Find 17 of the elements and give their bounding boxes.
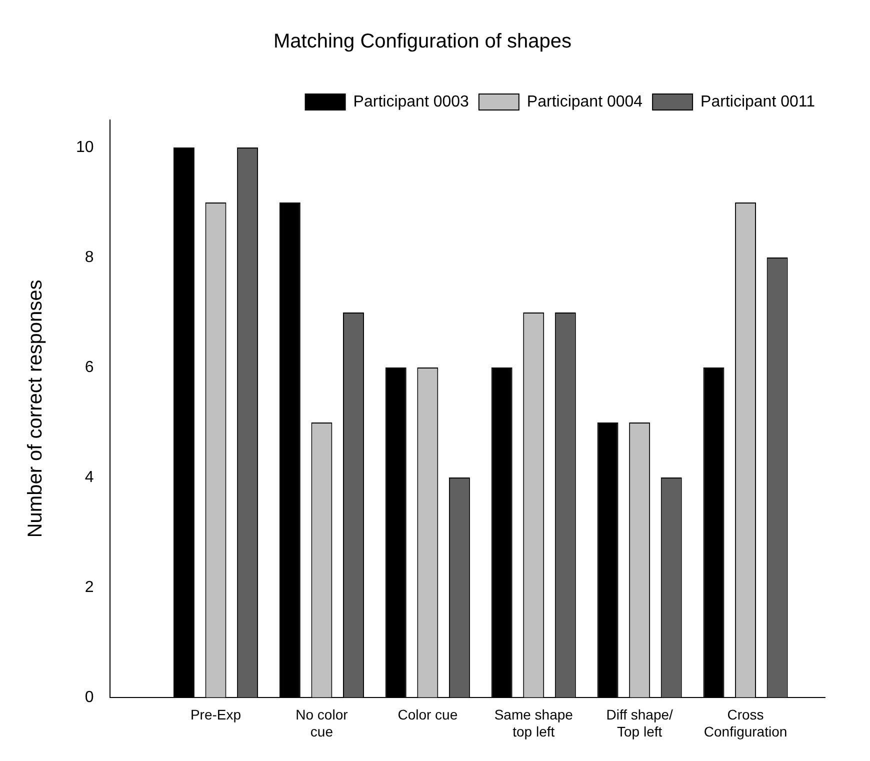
y-tick-label: 8 <box>84 248 94 266</box>
y-tick-label: 10 <box>76 138 94 156</box>
legend-label: Participant 0011 <box>700 93 816 110</box>
x-tick-label: No color cue <box>296 706 348 740</box>
x-tick-label: Same shape top left <box>494 706 574 740</box>
legend-label: Participant 0004 <box>526 93 643 110</box>
x-tick-label: Color cue <box>398 706 458 723</box>
y-tick-label: 4 <box>84 468 94 486</box>
y-axis-title: Number of correct responses <box>24 280 47 538</box>
y-tick-label: 2 <box>84 578 94 596</box>
x-tick-label: Diff shape/ Top left <box>606 706 674 740</box>
y-tick-label: 0 <box>84 688 94 706</box>
x-tick-label: Pre-Exp <box>190 706 242 723</box>
x-tick-label: Cross Configuration <box>704 706 788 740</box>
legend-label: Participant 0003 <box>353 93 470 110</box>
y-tick-label: 6 <box>84 358 94 376</box>
chart-title: Matching Configuration of shapes <box>274 30 572 53</box>
